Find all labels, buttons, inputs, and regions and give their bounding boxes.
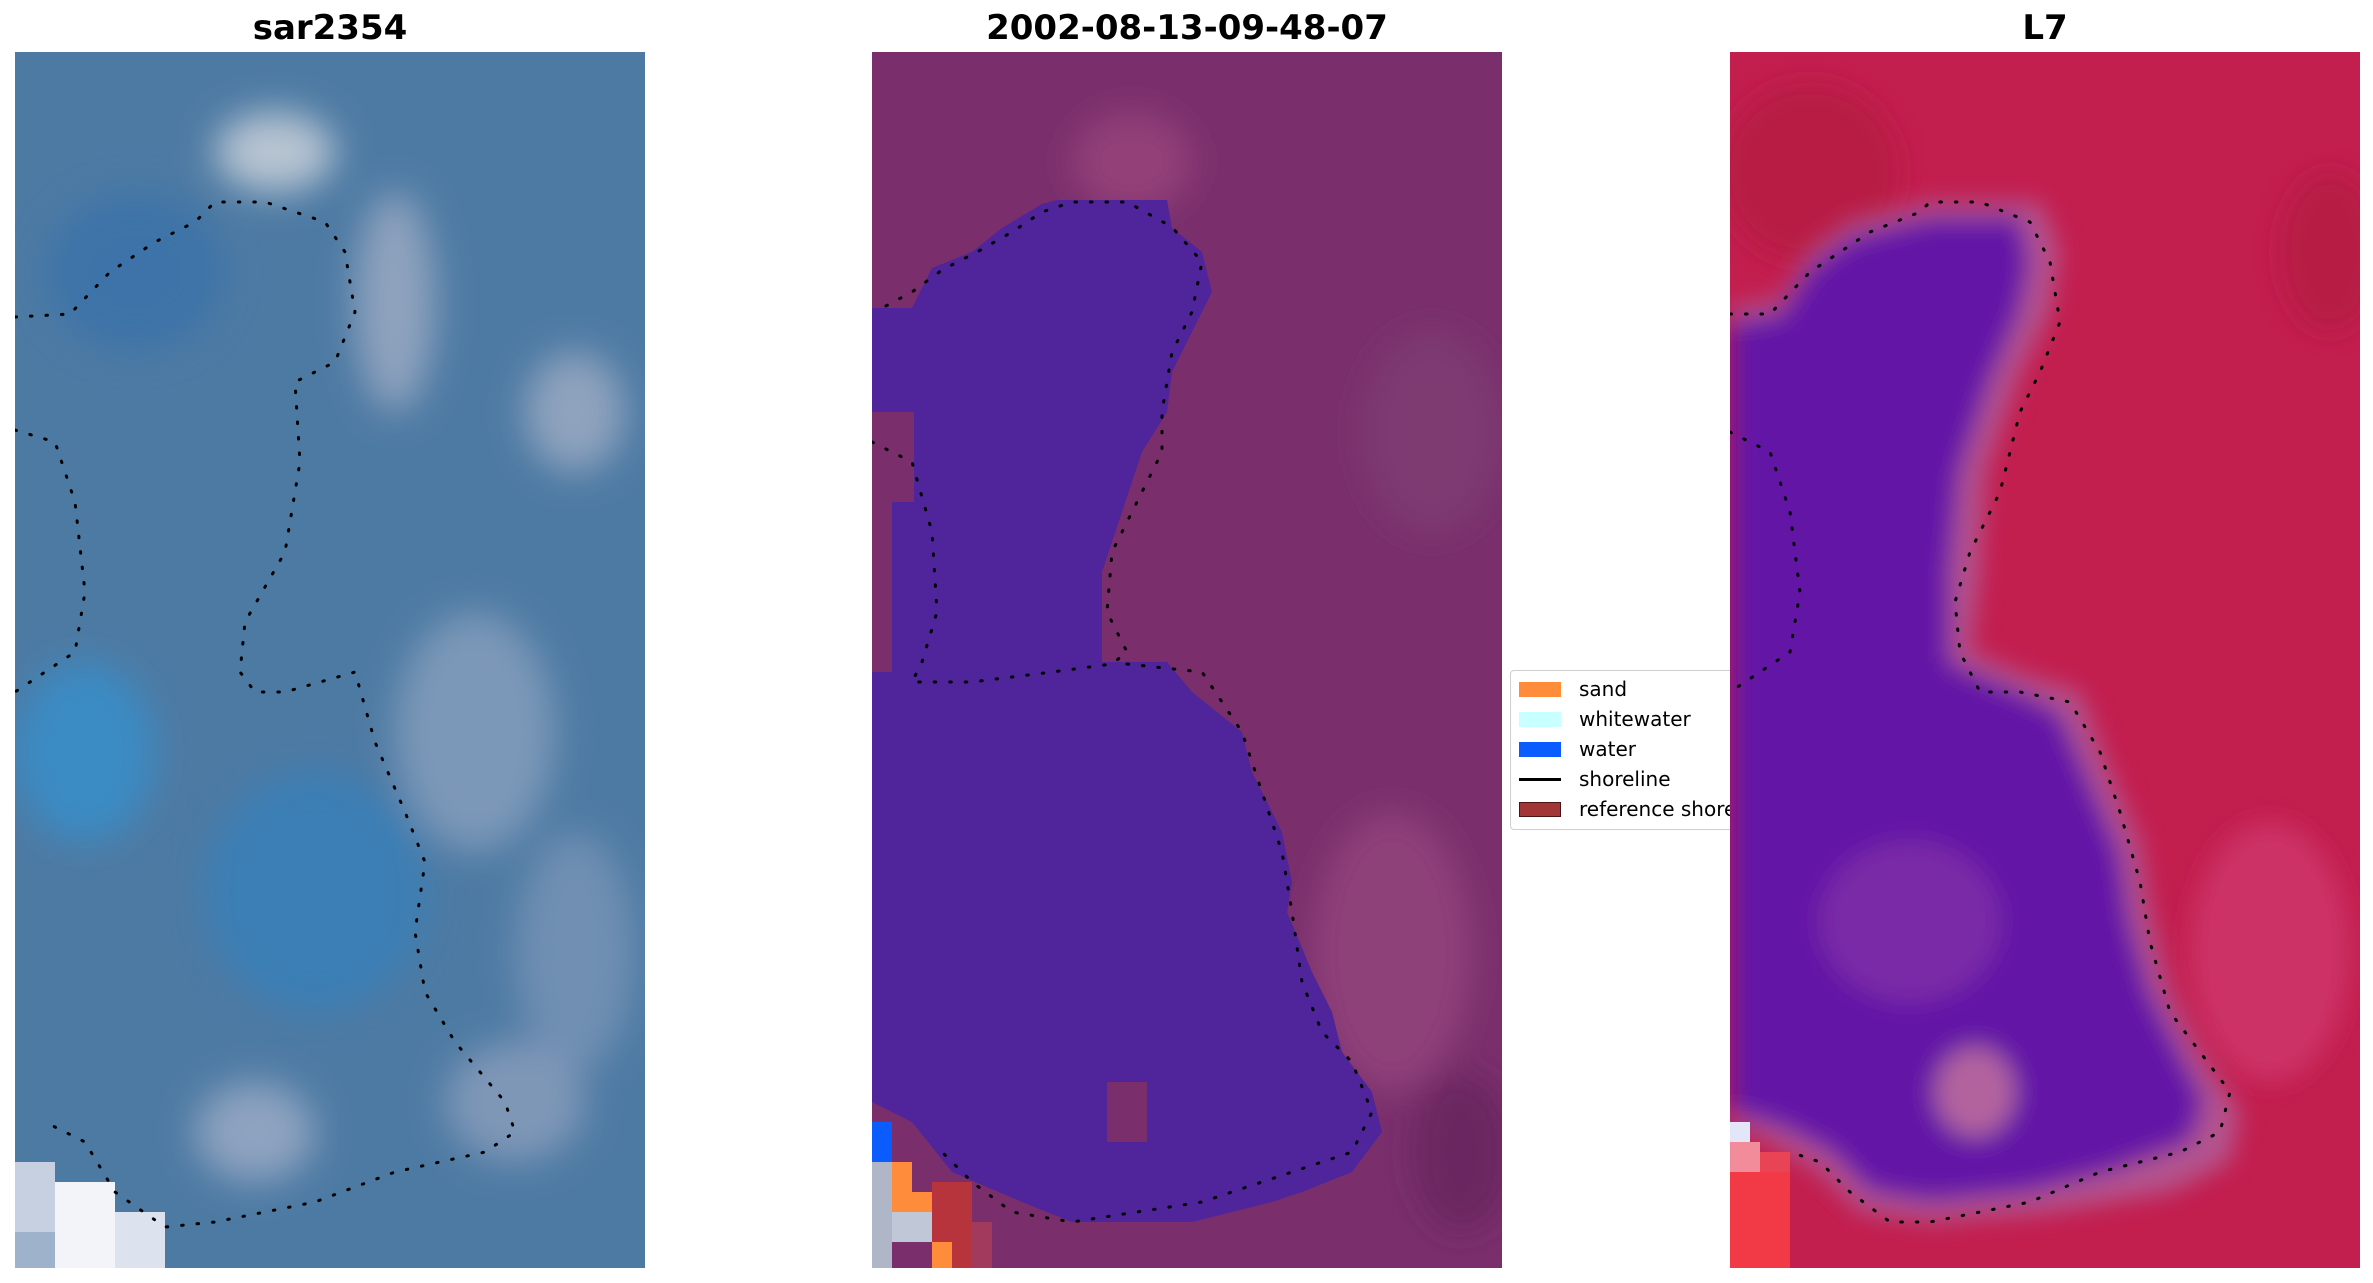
reference-shoreline-swatch [1519, 801, 1561, 817]
classified-image [872, 52, 1502, 1268]
legend-item-shoreline: shoreline [1519, 766, 1671, 792]
whitewater-swatch [1519, 711, 1561, 727]
false-color-image [1730, 52, 2360, 1268]
legend-label-sand: sand [1579, 677, 1628, 701]
legend-label-water: water [1579, 737, 1636, 761]
sand-swatch [1519, 681, 1561, 697]
legend-item-water: water [1519, 736, 1636, 762]
legend-item-whitewater: whitewater [1519, 706, 1691, 732]
shoreline-line-swatch [1519, 777, 1561, 781]
legend-label-whitewater: whitewater [1579, 707, 1691, 731]
legend: sand whitewater water shoreline referenc… [1510, 670, 1758, 830]
legend-label-shoreline: shoreline [1579, 767, 1671, 791]
legend-label-reference-shoreline: reference shoreline [1579, 797, 1758, 821]
water-swatch [1519, 741, 1561, 757]
legend-item-sand: sand [1519, 676, 1627, 702]
panel-title-l7: L7 [2022, 8, 2068, 48]
rgb-satellite-image [15, 52, 645, 1268]
panel-title-classified: 2002-08-13-09-48-07 [986, 8, 1388, 48]
legend-item-reference-shoreline: reference shoreline [1519, 796, 1758, 822]
panel-title-rgb: sar2354 [252, 8, 408, 48]
